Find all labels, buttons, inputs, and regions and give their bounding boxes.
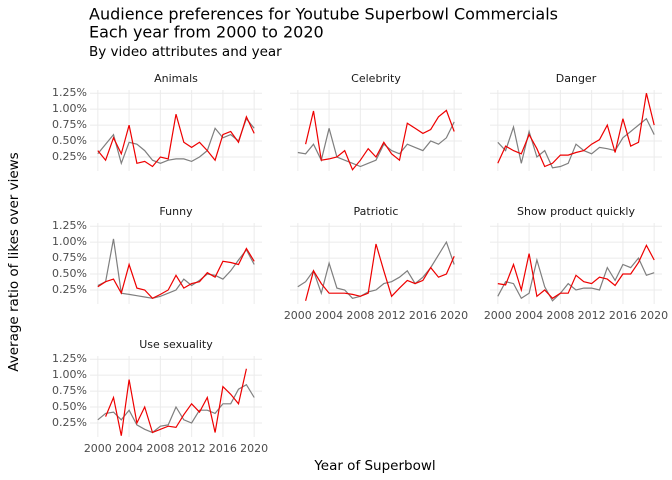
- series-line: [97, 383, 255, 434]
- x-tick-label: 2000: [484, 309, 512, 322]
- y-tick-label: 1.25%: [52, 352, 87, 365]
- y-tick-label: 1.25%: [52, 219, 87, 232]
- x-tick-label: 2016: [609, 309, 637, 322]
- facet-title: Patriotic: [354, 205, 399, 218]
- x-tick-label: 2020: [240, 442, 268, 455]
- series-line: [305, 243, 455, 301]
- facet-title: Funny: [159, 205, 193, 218]
- x-tick-label: 2020: [440, 309, 468, 322]
- y-tick-label: 0.25%: [52, 150, 87, 163]
- series-line: [497, 117, 655, 169]
- y-tick-label: 0.50%: [52, 267, 87, 280]
- x-axis-label: Year of Superbowl: [313, 458, 435, 474]
- facet-title: Use sexuality: [139, 338, 213, 351]
- y-tick-label: 0.25%: [52, 416, 87, 429]
- x-tick-label: 2004: [115, 442, 143, 455]
- facet-title: Celebrity: [351, 72, 401, 85]
- x-tick-label: 2000: [284, 309, 312, 322]
- series-line: [497, 243, 655, 300]
- series-line: [97, 247, 255, 300]
- x-tick-label: 2008: [146, 442, 174, 455]
- x-tick-label: 2020: [640, 309, 668, 322]
- x-tick-label: 2016: [409, 309, 437, 322]
- facet-title: Danger: [556, 72, 597, 85]
- series-line: [105, 368, 247, 436]
- y-tick-label: 1.00%: [52, 368, 87, 381]
- y-tick-label: 0.75%: [52, 251, 87, 264]
- series-line: [97, 238, 255, 299]
- y-tick-label: 0.50%: [52, 400, 87, 413]
- y-tick-label: 1.00%: [52, 102, 87, 115]
- x-tick-label: 2012: [378, 309, 406, 322]
- facet-title: Show product quickly: [517, 205, 635, 218]
- y-tick-label: 0.75%: [52, 118, 87, 131]
- series-line: [297, 121, 455, 168]
- y-tick-label: 1.00%: [52, 235, 87, 248]
- series-line: [97, 114, 255, 168]
- x-tick-label: 2004: [315, 309, 343, 322]
- series-line: [497, 256, 655, 302]
- y-tick-label: 0.50%: [52, 134, 87, 147]
- y-tick-label: 1.25%: [52, 86, 87, 99]
- x-tick-label: 2000: [84, 442, 112, 455]
- series-line: [497, 93, 655, 168]
- chart-subtitle: By video attributes and year: [89, 44, 282, 60]
- series-line: [97, 117, 255, 166]
- x-tick-label: 2012: [178, 442, 206, 455]
- chart-title: Audience preferences for Youtube Superbo…: [89, 5, 558, 24]
- y-axis-label: Average ratio of likes over views: [6, 152, 22, 371]
- x-tick-label: 2004: [515, 309, 543, 322]
- y-tick-label: 0.25%: [52, 283, 87, 296]
- y-tick-label: 0.75%: [52, 384, 87, 397]
- x-tick-label: 2008: [346, 309, 374, 322]
- chart-title: Each year from 2000 to 2020: [89, 23, 324, 42]
- x-tick-label: 2012: [578, 309, 606, 322]
- x-tick-label: 2008: [546, 309, 574, 322]
- facet-title: Animals: [154, 72, 198, 85]
- series-line: [305, 109, 455, 171]
- x-tick-label: 2016: [209, 442, 237, 455]
